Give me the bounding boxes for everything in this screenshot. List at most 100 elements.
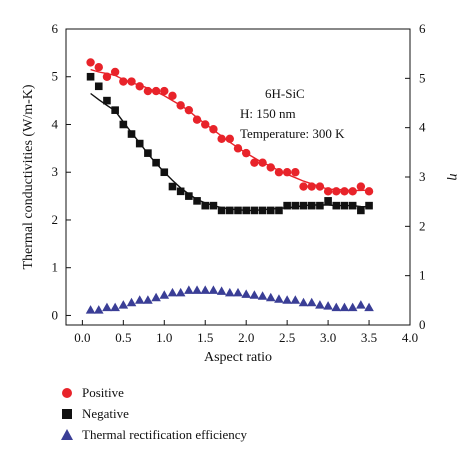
efficiency-point bbox=[151, 292, 161, 302]
positive-point bbox=[250, 158, 259, 167]
y2-tick-label: 0 bbox=[419, 317, 426, 332]
y-axis-right-label: η bbox=[446, 174, 461, 181]
efficiency-point bbox=[175, 287, 186, 297]
legend: Positive Negative Thermal rectification … bbox=[60, 382, 247, 445]
negative-point bbox=[94, 82, 103, 91]
x-axis-ticks: 0.0 0.5 1.0 1.5 2.0 2.5 3.0 3.5 4.0 bbox=[74, 320, 418, 345]
efficiency-point bbox=[315, 300, 325, 309]
annotation-block: 6H-SiC H: 150 nm Temperature: 300 K bbox=[240, 86, 345, 141]
efficiency-point bbox=[159, 290, 170, 299]
negative-point bbox=[324, 197, 332, 205]
positive-point bbox=[201, 120, 210, 129]
efficiency-point bbox=[274, 294, 284, 303]
x-tick-label: 1.0 bbox=[156, 330, 172, 345]
y-axis-left-ticks: 0 1 2 3 4 5 6 bbox=[52, 21, 71, 322]
negative-point bbox=[86, 72, 95, 81]
y2-tick-label: 4 bbox=[419, 120, 426, 135]
data-markers bbox=[85, 58, 374, 314]
negative-point bbox=[127, 130, 136, 138]
efficiency-point bbox=[339, 302, 350, 312]
positive-point bbox=[151, 86, 161, 96]
positive-point bbox=[266, 163, 275, 172]
annotation-thickness: H: 150 nm bbox=[240, 106, 296, 121]
efficiency-point bbox=[323, 301, 333, 310]
efficiency-point bbox=[233, 287, 243, 297]
negative-point bbox=[332, 201, 341, 210]
efficiency-point bbox=[225, 287, 235, 297]
circle-marker-icon bbox=[60, 386, 74, 400]
efficiency-point bbox=[118, 300, 129, 309]
y-tick-label: 4 bbox=[52, 116, 59, 131]
legend-label-efficiency: Thermal rectification efficiency bbox=[82, 426, 248, 442]
positive-point bbox=[119, 77, 128, 86]
negative-point bbox=[275, 206, 283, 215]
positive-point bbox=[282, 168, 292, 177]
x-tick-label: 4.0 bbox=[402, 330, 418, 345]
negative-point bbox=[365, 201, 373, 210]
positive-point bbox=[348, 187, 357, 196]
positive-point bbox=[94, 62, 103, 72]
negative-point bbox=[234, 206, 242, 215]
efficiency-point bbox=[208, 285, 219, 294]
negative-point bbox=[119, 120, 128, 129]
negative-point bbox=[348, 201, 357, 210]
negative-point bbox=[168, 182, 177, 191]
efficiency-point bbox=[110, 302, 120, 312]
negative-point bbox=[258, 206, 267, 215]
x-tick-label: 1.5 bbox=[197, 330, 213, 345]
positive-point bbox=[241, 148, 251, 158]
efficiency-point bbox=[93, 305, 104, 314]
y2-tick-label: 2 bbox=[419, 218, 426, 233]
efficiency-point bbox=[102, 302, 112, 312]
positive-point bbox=[176, 101, 185, 110]
negative-point bbox=[291, 201, 300, 210]
positive-point bbox=[209, 125, 218, 134]
annotation-material: 6H-SiC bbox=[265, 86, 305, 101]
positive-point bbox=[323, 187, 333, 196]
positive-point bbox=[307, 182, 316, 191]
efficiency-point bbox=[85, 305, 96, 314]
negative-point bbox=[357, 206, 365, 215]
positive-point bbox=[184, 105, 194, 115]
efficiency-point bbox=[192, 285, 202, 294]
efficiency-point bbox=[290, 295, 301, 304]
efficiency-point bbox=[249, 290, 260, 299]
efficiency-point bbox=[134, 295, 145, 304]
efficiency-point bbox=[167, 287, 178, 297]
positive-point bbox=[143, 86, 153, 96]
legend-item-efficiency: Thermal rectification efficiency bbox=[60, 424, 247, 445]
positive-point bbox=[102, 72, 112, 81]
negative-point bbox=[217, 206, 226, 215]
efficiency-point bbox=[306, 297, 317, 307]
y2-tick-label: 1 bbox=[419, 268, 426, 283]
positive-point bbox=[356, 182, 366, 191]
efficiency-point bbox=[364, 302, 374, 312]
efficiency-point bbox=[282, 295, 292, 304]
x-tick-label: 2.0 bbox=[238, 330, 254, 345]
y-tick-label: 5 bbox=[52, 69, 59, 84]
legend-label-negative: Negative bbox=[82, 405, 129, 421]
positive-point bbox=[86, 58, 95, 67]
positive-point bbox=[127, 77, 136, 86]
negative-point bbox=[242, 206, 250, 215]
positive-point bbox=[217, 134, 226, 144]
efficiency-point bbox=[143, 295, 153, 304]
y2-tick-label: 3 bbox=[419, 169, 426, 184]
negative-point bbox=[226, 206, 234, 215]
y2-tick-label: 5 bbox=[419, 70, 426, 85]
negative-point bbox=[144, 149, 152, 157]
negative-point bbox=[209, 201, 218, 210]
positive-point bbox=[160, 86, 169, 96]
negative-point bbox=[176, 187, 185, 196]
efficiency-point bbox=[126, 297, 137, 307]
efficiency-point bbox=[257, 291, 268, 300]
efficiency-point bbox=[216, 286, 227, 295]
positive-point bbox=[291, 168, 300, 177]
positive-point bbox=[258, 158, 267, 167]
y2-tick-label: 6 bbox=[419, 21, 426, 36]
efficiency-point bbox=[184, 285, 194, 294]
negative-point bbox=[316, 201, 324, 210]
y-tick-label: 3 bbox=[52, 164, 59, 179]
efficiency-point bbox=[356, 300, 366, 309]
negative-point bbox=[160, 168, 169, 177]
